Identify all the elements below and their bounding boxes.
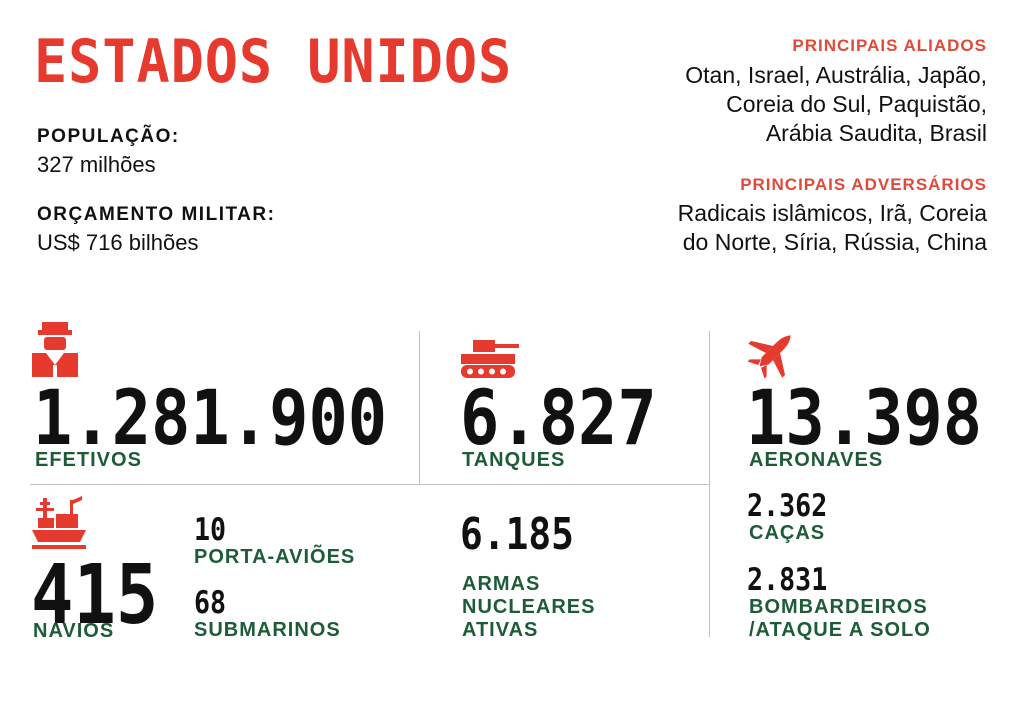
tank-icon <box>459 338 521 380</box>
porta-avioes-value: 10 <box>194 512 227 548</box>
submarinos-label: SUBMARINOS <box>194 619 341 641</box>
ship-icon <box>30 496 88 552</box>
military-budget-label: ORÇAMENTO MILITAR: <box>37 204 276 225</box>
bombardeiros-label: BOMBARDEIROS /ATAQUE A SOLO <box>749 596 931 642</box>
armas-nucleares-label-line: ARMAS <box>462 573 541 595</box>
population-value: 327 milhões <box>37 152 156 177</box>
tanques-value: 6.827 <box>460 373 657 462</box>
divider-horizontal <box>30 484 709 485</box>
tanques-label: TANQUES <box>462 449 566 471</box>
navios-value: 415 <box>31 548 159 643</box>
military-budget-value: US$ 716 bilhões <box>37 230 199 255</box>
armas-nucleares-value: 6.185 <box>460 509 574 560</box>
population-label: POPULAÇÃO: <box>37 126 180 147</box>
submarinos-value: 68 <box>194 585 227 621</box>
efetivos-value: 1.281.900 <box>33 373 388 462</box>
divider-vertical-1 <box>419 331 420 484</box>
adversaries-list: Radicais islâmicos, Irã, Coreia do Norte… <box>678 199 987 257</box>
aeronaves-value: 13.398 <box>746 373 983 462</box>
cacas-label: CAÇAS <box>749 522 826 544</box>
adversaries-line: do Norte, Síria, Rússia, China <box>682 229 987 255</box>
allies-heading: PRINCIPAIS ALIADOS <box>792 36 987 55</box>
armas-nucleares-label: ARMAS NUCLEARES ATIVAS <box>462 573 595 642</box>
adversaries-heading: PRINCIPAIS ADVERSÁRIOS <box>740 175 987 194</box>
efetivos-label: EFETIVOS <box>35 449 142 471</box>
allies-line: Otan, Israel, Austrália, Japão, <box>685 62 987 88</box>
bombardeiros-label-line: /ATAQUE A SOLO <box>749 619 931 641</box>
cacas-value: 2.362 <box>747 488 828 524</box>
soldier-icon <box>30 320 80 378</box>
allies-line: Arábia Saudita, Brasil <box>765 120 987 146</box>
bombardeiros-value: 2.831 <box>747 562 828 598</box>
navios-label: NAVIOS <box>33 620 115 642</box>
adversaries-line: Radicais islâmicos, Irã, Coreia <box>677 200 987 226</box>
allies-list: Otan, Israel, Austrália, Japão, Coreia d… <box>685 61 987 148</box>
page-title: ESTADOS UNIDOS <box>34 27 513 97</box>
divider-vertical-2 <box>709 331 710 637</box>
bombardeiros-label-line: BOMBARDEIROS <box>749 596 928 618</box>
jet-icon <box>747 326 799 380</box>
armas-nucleares-label-line: NUCLEARES <box>462 596 596 618</box>
porta-avioes-label: PORTA-AVIÕES <box>194 546 356 568</box>
allies-line: Coreia do Sul, Paquistão, <box>726 91 987 117</box>
armas-nucleares-label-line: ATIVAS <box>462 619 539 641</box>
aeronaves-label: AERONAVES <box>749 449 884 471</box>
